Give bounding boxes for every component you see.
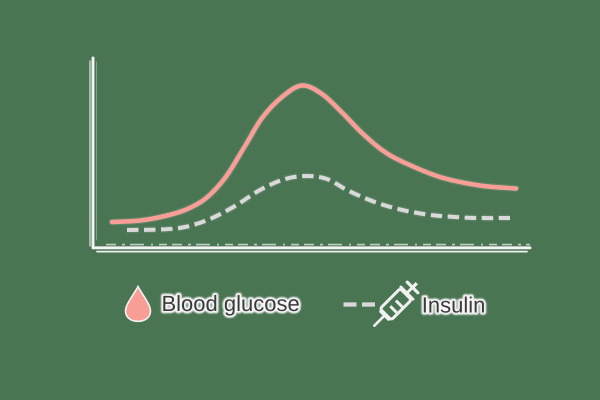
- svg-text:Insulin: Insulin: [422, 293, 486, 318]
- svg-text:Blood glucose: Blood glucose: [162, 291, 300, 316]
- svg-text:Insulin: Insulin: [422, 293, 486, 318]
- svg-text:Blood glucose: Blood glucose: [162, 291, 300, 316]
